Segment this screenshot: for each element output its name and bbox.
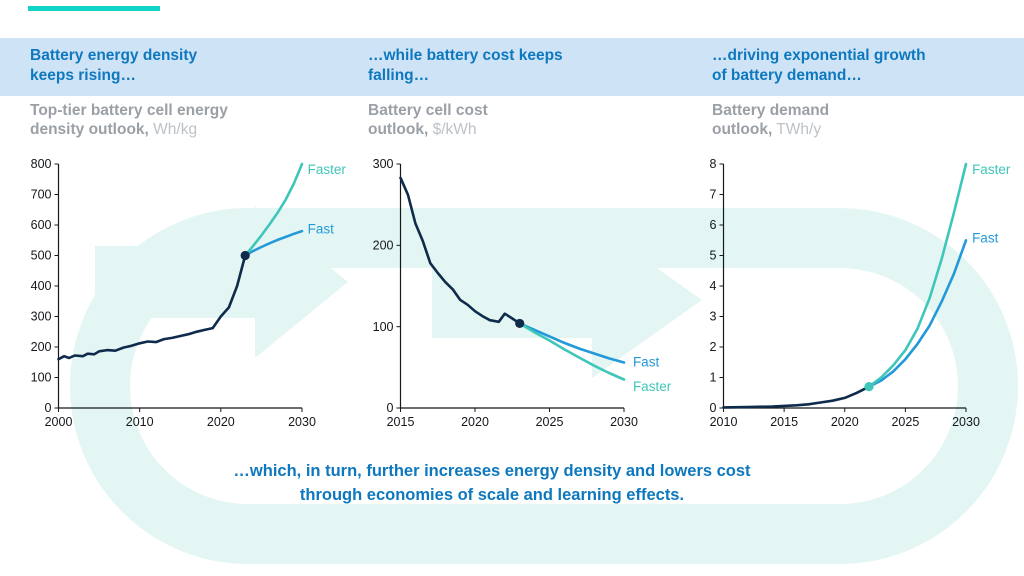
svg-text:200: 200 [373,239,394,253]
svg-text:300: 300 [373,157,394,171]
svg-text:500: 500 [31,249,52,263]
series-fast-line [867,239,968,388]
chart1-subtitle: Top-tier battery cell energy density out… [30,101,350,140]
series-history-line [722,385,871,409]
series-fast-line [243,229,304,257]
cycle-ring-shape [70,208,1018,564]
battery-cost-chart: 0 100 200 300 2015 2020 2025 2030 Fast Faster [362,150,680,438]
series-faster-line [243,162,304,257]
svg-text:800: 800 [31,157,52,171]
series-label-faster: Faster [308,162,347,177]
svg-text:5: 5 [710,249,717,263]
svg-text:8: 8 [710,157,717,171]
svg-text:100: 100 [31,371,52,385]
svg-text:400: 400 [31,279,52,293]
svg-text:0: 0 [387,401,394,415]
chart3-subtitle-unit: TWh/y [772,121,822,139]
energy-density-chart: 0 100 200 300 400 500 600 700 800 2000 2010 2020 203… [20,150,358,438]
series-label-fast: Fast [633,354,660,369]
svg-text:3: 3 [710,310,717,324]
series-faster-line [867,162,968,388]
split-point-marker [864,382,874,392]
svg-text:2015: 2015 [770,415,798,429]
svg-text:1: 1 [710,371,717,385]
header-col3-title: …driving exponential growth of battery d… [712,47,926,84]
series-label-fast: Fast [308,222,335,237]
series-history-line [57,254,247,361]
series-label-fast: Fast [972,231,999,246]
svg-text:100: 100 [373,320,394,334]
svg-text:2020: 2020 [461,415,489,429]
header-band: Battery energy density keeps rising… …wh… [0,38,1024,96]
svg-text:0: 0 [710,401,717,415]
brand-accent-line [28,6,160,11]
chart2-subtitle-unit: $/kWh [428,121,477,139]
chart-canvas: 0 1 2 3 4 5 6 7 8 2010 2015 2020 2025 2030 Faster Fast [710,157,1011,429]
chart-canvas: 0 100 200 300 400 500 600 700 800 2000 2010 2020 203… [31,157,347,429]
chart1-subtitle-unit: Wh/kg [148,121,198,139]
svg-text:300: 300 [31,310,52,324]
svg-text:600: 600 [31,218,52,232]
series-history-line [399,176,521,325]
series-label-faster: Faster [972,162,1011,177]
svg-text:2015: 2015 [387,415,415,429]
chart1-subtitle-title: Top-tier battery cell energy density out… [30,102,228,139]
svg-text:2030: 2030 [610,415,638,429]
svg-text:2: 2 [710,340,717,354]
svg-text:2025: 2025 [891,415,919,429]
header-col2-title: …while battery cost keeps falling… [368,47,563,84]
svg-text:7: 7 [710,188,717,202]
svg-text:0: 0 [45,401,52,415]
svg-text:2030: 2030 [952,415,980,429]
split-point-marker [515,318,525,329]
chart2-subtitle: Battery cell cost outlook, $/kWh [368,101,668,140]
series-fast-line [518,322,626,364]
svg-text:2025: 2025 [536,415,564,429]
split-point-marker [240,250,250,261]
cycle-caption: …which, in turn, further increases energ… [233,462,751,504]
svg-text:2000: 2000 [45,415,73,429]
chart-canvas: 0 100 200 300 2015 2020 2025 2030 Fast Faster [373,157,672,429]
svg-text:200: 200 [31,340,52,354]
series-faster-line [518,322,626,381]
chart2-subtitle-title: Battery cell cost outlook, [368,102,488,139]
series-label-faster: Faster [633,379,672,394]
svg-text:2020: 2020 [831,415,859,429]
battery-demand-chart: 0 1 2 3 4 5 6 7 8 2010 2015 2020 2025 2030 Faster Fast [700,150,1022,438]
svg-text:2030: 2030 [288,415,316,429]
svg-text:2020: 2020 [207,415,235,429]
svg-text:4: 4 [710,279,717,293]
chart3-subtitle-title: Battery demand outlook, [712,102,830,139]
svg-text:700: 700 [31,188,52,202]
svg-text:2010: 2010 [710,415,738,429]
svg-text:2010: 2010 [126,415,154,429]
svg-text:6: 6 [710,218,717,232]
chart3-subtitle: Battery demand outlook, TWh/y [712,101,1012,140]
header-col1-title: Battery energy density keeps rising… [30,47,198,84]
